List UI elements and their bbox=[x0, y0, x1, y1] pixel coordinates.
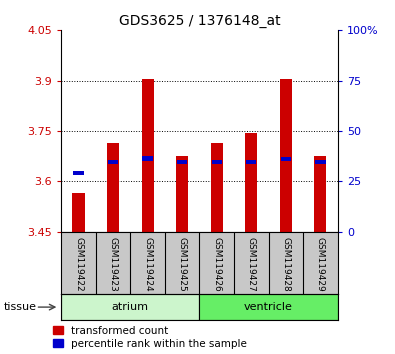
Text: GSM119427: GSM119427 bbox=[247, 237, 256, 292]
Bar bbox=[199, 294, 338, 320]
Bar bbox=[176, 156, 188, 232]
Text: ventricle: ventricle bbox=[244, 302, 293, 312]
Text: GSM119429: GSM119429 bbox=[316, 237, 325, 292]
Text: GSM119423: GSM119423 bbox=[109, 237, 118, 292]
Bar bbox=[211, 143, 223, 232]
Bar bbox=[246, 160, 256, 165]
Text: GSM119426: GSM119426 bbox=[212, 237, 221, 292]
Bar bbox=[72, 193, 85, 232]
Bar bbox=[314, 156, 327, 232]
Title: GDS3625 / 1376148_at: GDS3625 / 1376148_at bbox=[118, 14, 280, 28]
Text: GSM119428: GSM119428 bbox=[281, 237, 290, 292]
Bar bbox=[107, 143, 119, 232]
Text: atrium: atrium bbox=[112, 302, 149, 312]
Bar bbox=[61, 294, 199, 320]
Bar bbox=[141, 79, 154, 232]
Bar bbox=[73, 171, 84, 175]
Bar bbox=[280, 79, 292, 232]
Text: GSM119424: GSM119424 bbox=[143, 237, 152, 291]
Bar bbox=[281, 157, 291, 161]
Text: GSM119425: GSM119425 bbox=[178, 237, 187, 292]
Bar bbox=[177, 160, 187, 165]
Text: tissue: tissue bbox=[4, 302, 37, 312]
Text: GSM119422: GSM119422 bbox=[74, 237, 83, 291]
Bar bbox=[245, 133, 258, 232]
Bar bbox=[143, 156, 153, 161]
Bar bbox=[108, 160, 118, 165]
Bar bbox=[315, 160, 325, 165]
Legend: transformed count, percentile rank within the sample: transformed count, percentile rank withi… bbox=[53, 326, 247, 349]
Bar bbox=[212, 160, 222, 165]
